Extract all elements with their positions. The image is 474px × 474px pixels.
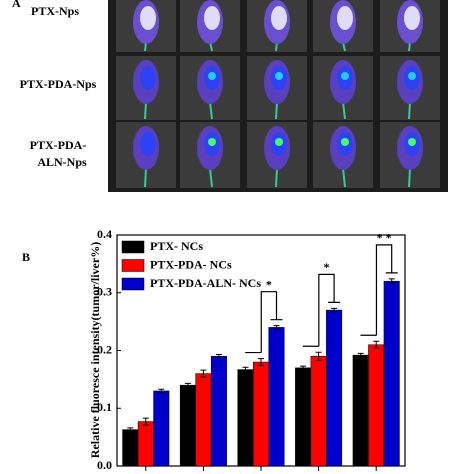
significance-bracket xyxy=(302,273,341,347)
mouse-glow xyxy=(140,6,156,30)
mouse-tail xyxy=(408,167,411,188)
mouse-glow xyxy=(140,66,156,90)
bar xyxy=(210,356,227,467)
y-tick-label: 0.0 xyxy=(97,458,112,472)
bar xyxy=(179,384,196,467)
significance-label: * xyxy=(266,277,272,291)
bar xyxy=(310,356,327,467)
bar xyxy=(326,309,343,467)
mouse-tail xyxy=(342,101,346,120)
tumor-signal xyxy=(208,138,216,146)
error-bar xyxy=(200,369,207,378)
tumor-signal xyxy=(208,72,216,80)
y-tick-label: 0.4 xyxy=(97,227,112,241)
mouse-tail xyxy=(275,167,278,188)
bar xyxy=(253,361,269,467)
bar xyxy=(295,367,312,467)
row-label: ALN-Nps xyxy=(37,155,87,169)
error-bar xyxy=(142,417,149,426)
row-label: PTX-Nps xyxy=(31,4,79,18)
mouse-glow xyxy=(271,6,287,30)
error-bar xyxy=(331,307,338,313)
mouse-glow xyxy=(337,6,353,30)
error-bar xyxy=(315,351,322,361)
tumor-signal xyxy=(341,72,349,80)
error-bar xyxy=(158,388,165,394)
bar xyxy=(195,373,212,467)
tumor-signal xyxy=(341,138,349,146)
legend-swatch xyxy=(121,277,145,291)
tumor-signal xyxy=(275,138,283,146)
bar xyxy=(137,421,154,467)
mouse-tail xyxy=(209,167,213,188)
y-axis-label: Relative fluoresce intensity(tumor/liver… xyxy=(88,242,102,458)
error-bar xyxy=(388,278,395,285)
row-label: PTX-PDA-Nps xyxy=(20,77,97,91)
mouse-tail xyxy=(144,101,147,120)
error-bar xyxy=(242,366,249,373)
tumor-signal xyxy=(408,138,416,146)
error-bar xyxy=(215,354,222,359)
error-bar xyxy=(273,325,280,330)
mouse-tail xyxy=(408,101,411,120)
mouse-tail xyxy=(275,101,278,120)
legend-swatch xyxy=(121,259,145,272)
significance-label: * * xyxy=(377,231,392,245)
plot: 0.0 0.1 0.2 0.3 0.4 * * * * PTX- NCs PTX-PDA- NCs… xyxy=(97,227,406,472)
mouse-glow xyxy=(204,6,220,30)
significance-bracket xyxy=(245,291,283,354)
bar xyxy=(383,280,400,467)
significance-bracket xyxy=(360,244,398,336)
legend-swatch xyxy=(121,240,145,254)
legend-label: PTX-PDA-ALN- NCs xyxy=(150,276,261,290)
y-tick-label: 0.1 xyxy=(97,400,112,414)
bar xyxy=(352,354,369,467)
mouse-glow xyxy=(404,6,420,30)
error-bar xyxy=(357,352,364,358)
error-bar xyxy=(184,382,191,388)
row-label: PTX-PDA- xyxy=(30,138,87,152)
significance-label: * xyxy=(323,260,329,274)
legend-label: PTX- NCs xyxy=(150,239,203,253)
mouse-glow xyxy=(140,132,156,156)
bar xyxy=(153,390,170,467)
error-bar xyxy=(300,365,307,371)
tumor-signal xyxy=(275,72,283,80)
error-bar xyxy=(373,340,380,349)
mouse-tail xyxy=(144,167,147,188)
bar xyxy=(368,344,385,467)
error-bar xyxy=(258,358,264,367)
error-bar xyxy=(127,427,134,432)
panel-label: A xyxy=(12,0,21,10)
bar xyxy=(122,429,139,467)
mouse-tail xyxy=(342,167,346,188)
mouse-tail xyxy=(209,101,213,120)
bar xyxy=(237,369,254,467)
y-tick-label: 0.3 xyxy=(97,285,112,299)
mouse-images xyxy=(116,0,440,188)
y-tick-label: 0.2 xyxy=(97,342,112,356)
legend-label: PTX-PDA- NCs xyxy=(150,257,232,271)
bar xyxy=(268,327,285,467)
panel-label: B xyxy=(22,250,30,264)
tumor-signal xyxy=(408,72,416,80)
